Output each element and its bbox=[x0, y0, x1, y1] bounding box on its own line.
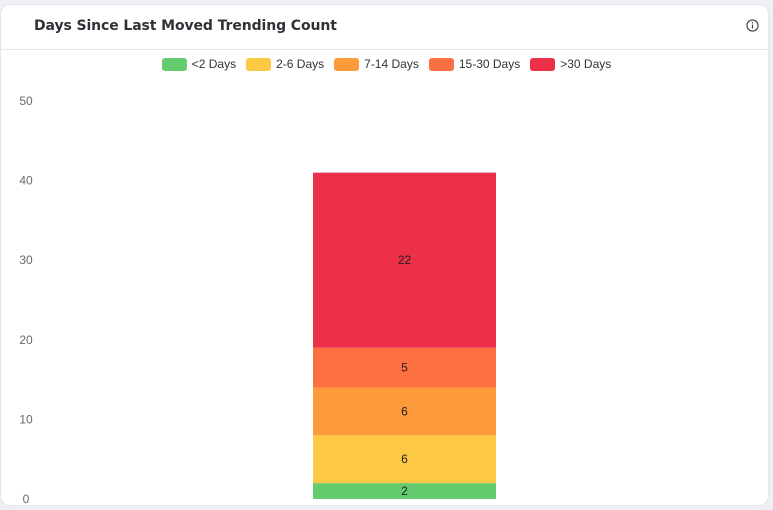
card-header: Days Since Last Moved Trending Count bbox=[1, 5, 768, 50]
chart-title: Days Since Last Moved Trending Count bbox=[34, 18, 337, 34]
legend-item[interactable]: <2 Days bbox=[161, 57, 237, 71]
y-tick-label: 30 bbox=[19, 253, 33, 267]
legend-swatch bbox=[428, 57, 454, 71]
y-tick-label: 40 bbox=[19, 174, 33, 188]
bar-segment[interactable] bbox=[313, 387, 496, 436]
legend-swatch bbox=[161, 57, 187, 71]
legend-swatch bbox=[246, 57, 272, 71]
bar-segment[interactable] bbox=[313, 172, 496, 348]
legend-item[interactable]: >30 Days bbox=[530, 57, 611, 71]
y-tick-label: 20 bbox=[19, 333, 33, 347]
bar-data-label: 2 bbox=[401, 484, 408, 498]
legend-item[interactable]: 7-14 Days bbox=[334, 57, 419, 71]
y-tick-label: 10 bbox=[19, 412, 33, 426]
legend-item[interactable]: 2-6 Days bbox=[246, 57, 324, 71]
legend-item[interactable]: 15-30 Days bbox=[428, 57, 521, 71]
info-icon[interactable] bbox=[746, 19, 759, 32]
bar-segment[interactable] bbox=[313, 435, 496, 484]
legend-swatch bbox=[530, 57, 556, 71]
legend-swatch bbox=[334, 57, 360, 71]
chart-legend: <2 Days 2-6 Days 7-14 Days 15-30 Days >30 Da… bbox=[0, 57, 773, 71]
bar-data-label: 6 bbox=[401, 404, 408, 418]
legend-label: 7-14 Days bbox=[364, 57, 419, 71]
bar-data-label: 5 bbox=[401, 361, 408, 375]
legend-label: <2 Days bbox=[191, 57, 237, 71]
bar-data-label: 6 bbox=[401, 452, 408, 466]
y-tick-label: 50 bbox=[19, 94, 33, 108]
bar-segment[interactable] bbox=[313, 483, 496, 499]
bar-segment[interactable] bbox=[313, 347, 496, 388]
legend-label: 2-6 Days bbox=[276, 57, 325, 71]
bar-data-label: 22 bbox=[398, 253, 412, 267]
legend-label: >30 Days bbox=[560, 57, 612, 71]
legend-label: 15-30 Days bbox=[458, 57, 521, 71]
y-tick-label: 0 bbox=[23, 492, 30, 506]
